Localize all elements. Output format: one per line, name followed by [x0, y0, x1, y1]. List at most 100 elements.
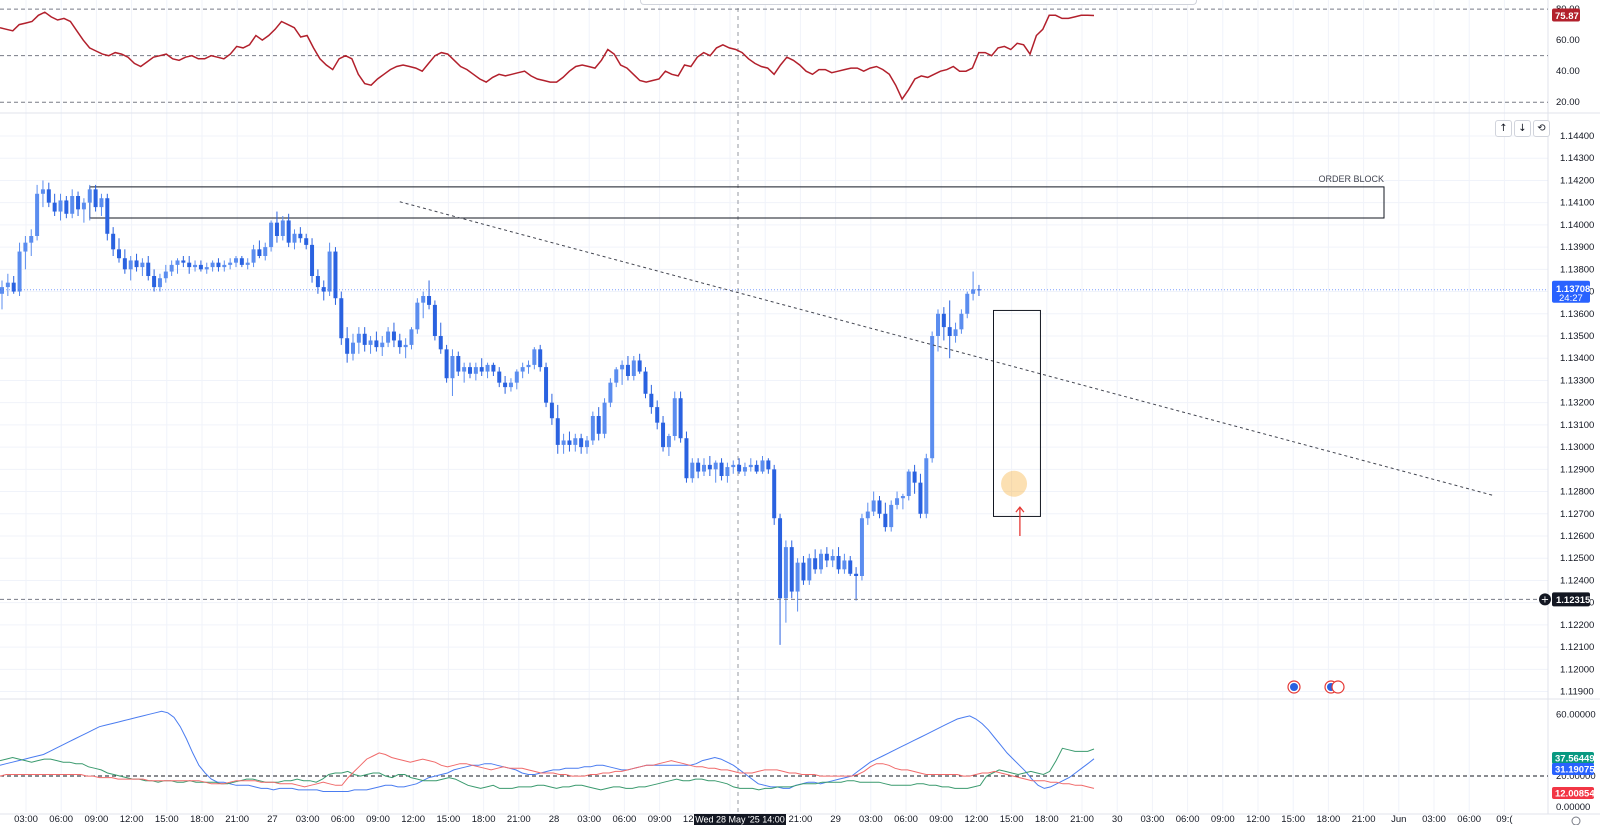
- candle: [842, 553, 847, 574]
- dmi-tick-label: 60.00000: [1556, 709, 1596, 720]
- candle-body: [444, 349, 449, 379]
- candle: [561, 433, 566, 454]
- candle: [257, 240, 262, 259]
- time-tick-label: 09:(: [1496, 814, 1513, 825]
- candle-body: [5, 282, 10, 288]
- price-tick-label: 1.13200: [1560, 398, 1594, 409]
- candle: [930, 331, 935, 463]
- candle: [462, 362, 467, 383]
- plus-icon: +: [1541, 594, 1549, 605]
- candle-body: [778, 518, 783, 599]
- scroll-down-button[interactable]: ↓: [1514, 120, 1531, 137]
- candle-body: [725, 467, 730, 476]
- candle: [503, 376, 508, 394]
- add-alert-icon: [1539, 593, 1551, 606]
- price-tick-label: 1.14100: [1560, 198, 1594, 209]
- candle-body: [596, 416, 601, 434]
- candle: [614, 367, 619, 388]
- price-panel: [0, 180, 1548, 645]
- rsi-value-badge: [1552, 8, 1580, 22]
- candle: [585, 436, 589, 454]
- candle-body: [491, 364, 496, 372]
- candle-body: [427, 296, 432, 305]
- candle: [339, 291, 344, 345]
- price-tick-label: 1.13600: [1560, 309, 1594, 320]
- candle-body: [625, 364, 630, 376]
- time-tick-label: 15:00: [1000, 814, 1024, 825]
- candle-body: [748, 464, 753, 468]
- candle-body: [216, 262, 221, 268]
- candle: [93, 184, 98, 212]
- candle: [760, 456, 765, 474]
- candle: [280, 216, 285, 241]
- time-tick-label: 29: [830, 814, 841, 825]
- candle-body: [865, 511, 870, 519]
- dmi-value-label: 12.00854: [1555, 789, 1595, 800]
- candle: [666, 433, 671, 456]
- countdown-label: 24:27: [1559, 293, 1583, 304]
- candle-body: [46, 189, 51, 203]
- candle: [754, 460, 759, 474]
- time-tick-label: 18:00: [190, 814, 214, 825]
- candle: [23, 236, 28, 270]
- candle: [391, 322, 396, 348]
- reset-chart-button[interactable]: ⟲: [1533, 120, 1550, 137]
- candle: [573, 433, 578, 452]
- candle: [263, 242, 268, 261]
- candle: [269, 220, 274, 252]
- candle-body: [678, 398, 683, 439]
- candle-body: [327, 251, 332, 292]
- price-tick-label: 1.12700: [1560, 509, 1594, 520]
- time-tick-label: 09:00: [1211, 814, 1235, 825]
- candle-body: [608, 382, 613, 403]
- candle-body: [198, 264, 203, 270]
- price-axes[interactable]: 1.14400 1.14300 1.14200 1.14100 1.14000 1.139…: [1539, 131, 1594, 698]
- candle: [871, 491, 876, 516]
- candle-body: [409, 329, 414, 345]
- time-tick-label: 06:00: [894, 814, 918, 825]
- candle: [473, 362, 478, 381]
- candle: [169, 260, 174, 276]
- candle: [479, 358, 484, 376]
- candle-body: [187, 262, 192, 268]
- candle: [17, 242, 22, 296]
- candle: [965, 291, 970, 319]
- candle: [936, 309, 940, 352]
- candle: [485, 362, 490, 379]
- candle: [397, 333, 402, 354]
- candle-body: [146, 262, 151, 276]
- rsi-tick-label: 40.00: [1556, 66, 1580, 77]
- candle-body: [941, 313, 946, 328]
- candle: [421, 291, 426, 319]
- candle: [70, 189, 75, 219]
- time-axis[interactable]: 03:00 06:00 09:00 12:00 15:00 18:00 21:00 27 03:…: [14, 814, 1581, 826]
- time-tick-label: 21:00: [789, 814, 813, 825]
- candle-body: [263, 247, 268, 256]
- candle: [198, 260, 203, 272]
- candle-body: [280, 220, 285, 236]
- candle: [912, 464, 917, 494]
- candle-body: [538, 349, 543, 368]
- candle: [678, 391, 683, 443]
- scroll-up-button[interactable]: ↑: [1495, 120, 1512, 137]
- candle: [953, 322, 958, 343]
- time-tick-label: 09:00: [366, 814, 390, 825]
- top-toolbar-edge: [640, 0, 1197, 5]
- candle: [859, 513, 864, 581]
- candle-body: [111, 233, 116, 250]
- time-tick-label: 03:00: [1141, 814, 1165, 825]
- candle-body: [497, 371, 502, 383]
- candle: [380, 336, 385, 356]
- candle-body: [397, 340, 402, 348]
- candle-body: [620, 364, 625, 370]
- time-tick-label: 18:00: [1035, 814, 1059, 825]
- time-tick-label: 30: [1112, 814, 1123, 825]
- candle-body: [637, 360, 642, 372]
- annotations[interactable]: [399, 201, 1494, 694]
- candle-body: [661, 422, 666, 448]
- candle: [193, 260, 198, 272]
